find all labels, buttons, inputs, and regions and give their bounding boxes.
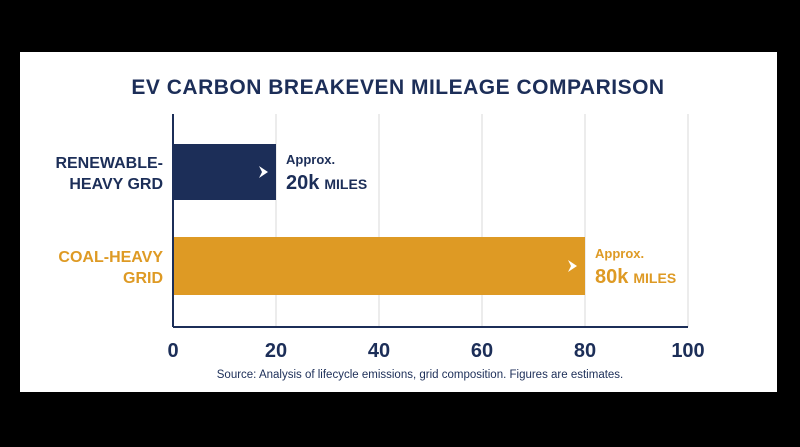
category-label: GRID	[123, 270, 163, 287]
category-label: COAL-HEAVY	[58, 249, 163, 266]
data-label-prefix: Approx.	[595, 246, 644, 261]
axes: 0 20 40 60 80 100 RENEWABLE- HEAVY GRD COAL-HEAV…	[55, 114, 705, 362]
bar	[173, 144, 276, 200]
data-label-prefix: Approx.	[286, 152, 335, 167]
data-label-value: 80k MILES	[595, 266, 676, 288]
gridlines	[275, 114, 689, 327]
x-tick-label: 60	[471, 340, 493, 362]
chart-panel: EV CARBON BREAKEVEN MILEAGE COMPARISON A…	[20, 52, 777, 392]
category-label: RENEWABLE-	[55, 155, 163, 172]
x-tick-label: 80	[574, 340, 596, 362]
arrow-marker	[259, 166, 268, 178]
chart-title: EV CARBON BREAKEVEN MILEAGE COMPARISON	[131, 76, 664, 99]
data-label-number: 20k	[286, 172, 320, 194]
x-tick-label: 20	[265, 340, 287, 362]
bar-chart: EV CARBON BREAKEVEN MILEAGE COMPARISON A…	[55, 76, 705, 381]
x-tick-label: 100	[671, 340, 704, 362]
x-tick-label: 0	[167, 340, 178, 362]
source-note: Source: Analysis of lifecycle emissions,…	[217, 369, 624, 381]
data-label-unit: MILES	[324, 176, 367, 192]
x-tick-label: 40	[368, 340, 390, 362]
data-label-number: 80k	[595, 266, 629, 288]
data-label-unit: MILES	[633, 270, 676, 286]
arrow-marker	[568, 260, 577, 272]
bar	[173, 237, 585, 295]
data-label-value: 20k MILES	[286, 172, 367, 194]
category-label: HEAVY GRD	[69, 176, 163, 193]
